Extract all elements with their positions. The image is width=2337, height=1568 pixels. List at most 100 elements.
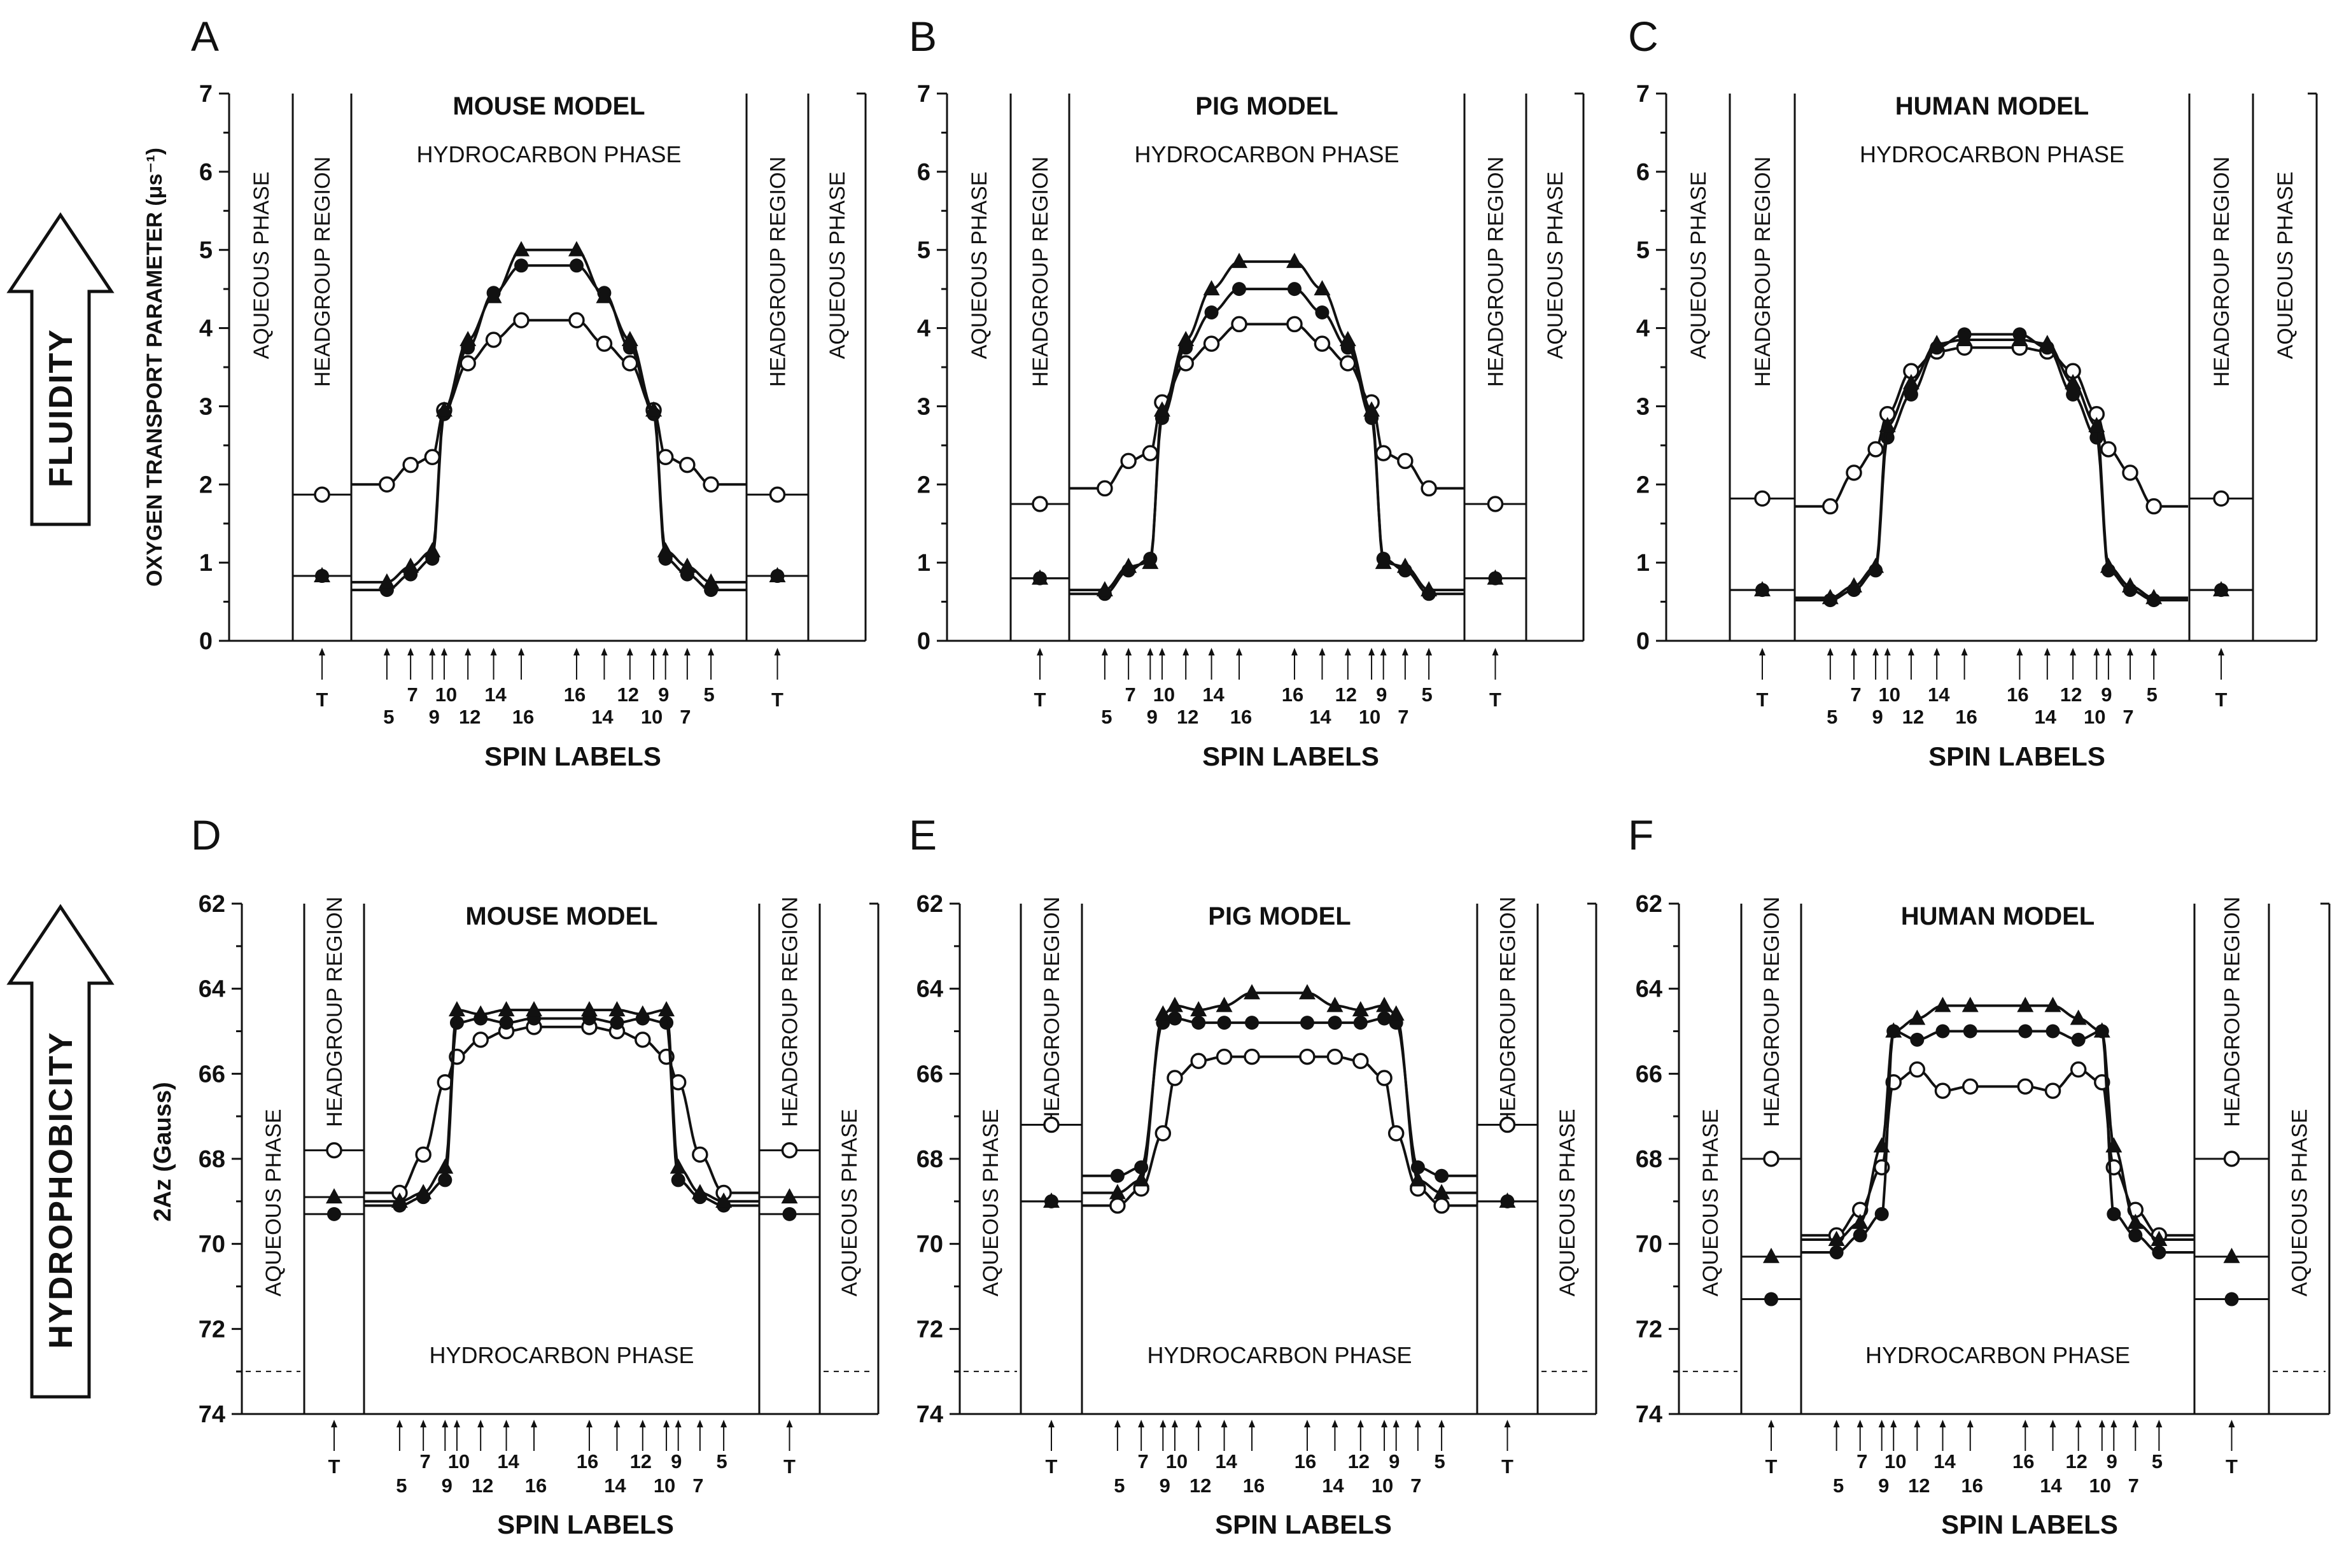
filled-triangle-point (448, 1001, 465, 1017)
y-tick-label: 3 (1636, 393, 1650, 420)
side-arrow-label: HYDROPHOBICITY (43, 1032, 80, 1349)
filled-triangle-point (1499, 1192, 1516, 1208)
arrow-head (331, 1420, 337, 1427)
y-tick-label: 74 (916, 1401, 943, 1428)
spin-label: 14 (1933, 1450, 1956, 1473)
y-axis-label-fluidity: OXYGEN TRANSPORT PARAMETER (μs⁻¹) (143, 148, 167, 587)
spin-label: 14 (484, 683, 507, 706)
y-tick-label: 7 (199, 81, 213, 108)
filled-triangle-point (1763, 1247, 1779, 1263)
filled-triangle-point (472, 1005, 489, 1021)
panel-f: F 62 64 66 68 70 72 74 HUMAN MODEL HYDROCARBON PH… (1628, 811, 2331, 1539)
y-tick-label: 2 (1636, 472, 1650, 498)
arrow-head (2228, 1420, 2235, 1427)
filled-circle-point (610, 1016, 624, 1030)
arrow-head (440, 648, 447, 655)
arrow-head (1319, 648, 1326, 655)
filled-triangle-point (1120, 557, 1137, 573)
open-circle-point (415, 1146, 432, 1163)
y-tick-label: 70 (1636, 1231, 1662, 1258)
arrow-head (1933, 648, 1940, 655)
filled-triangle-point (596, 288, 613, 304)
open-circle-point (2145, 498, 2162, 515)
y-tick-label: 64 (916, 976, 943, 1003)
arrow-head (1878, 1420, 1885, 1427)
spin-label: 16 (1282, 683, 1303, 706)
arrow-head (720, 1420, 727, 1427)
open-circle-point (1109, 1197, 1126, 1214)
arrow-head (490, 648, 497, 655)
filled-circle-point (327, 1207, 341, 1221)
arrow-head (1208, 648, 1215, 655)
filled-triangle-point (2127, 1214, 2144, 1229)
filled-triangle-point (1043, 1192, 1060, 1208)
spin-label: 9 (1160, 1474, 1170, 1497)
spin-label: 16 (1243, 1474, 1265, 1497)
filled-triangle-point (326, 1188, 342, 1204)
aqueous-phase-label: AQUEOUS PHASE (2288, 1109, 2312, 1297)
spin-label: 10 (435, 683, 457, 706)
spin-label: 16 (1961, 1474, 1983, 1497)
open-circle-point (781, 1142, 798, 1159)
open-circle-point (1421, 480, 1437, 497)
filled-circle-point (2071, 1032, 2086, 1047)
spin-label: 14 (604, 1474, 626, 1497)
arrow-head (1368, 648, 1375, 655)
filled-circle-point (569, 258, 584, 273)
y-tick-label: 74 (199, 1401, 225, 1428)
filled-circle-point (1853, 1228, 1867, 1243)
open-circle-point (1032, 496, 1048, 512)
arrow-head (1114, 1420, 1121, 1427)
filled-triangle-point (1851, 1214, 1869, 1229)
spin-label: 7 (1410, 1474, 1421, 1497)
filled-triangle-point (1487, 569, 1504, 585)
open-circle-point (1326, 1048, 1344, 1065)
spin-label: 16 (1230, 706, 1252, 728)
arrow-head (2070, 648, 2077, 655)
y-tick-label: 5 (199, 237, 213, 264)
y-tick-label: 2 (917, 472, 930, 498)
arrow-head (1344, 648, 1351, 655)
arrow-head (1438, 1420, 1445, 1427)
open-circle-point (1487, 496, 1504, 512)
spin-label: 12 (1908, 1474, 1930, 1497)
headgroup-region-label: HEADGROUP REGION (1751, 157, 1775, 387)
filled-triangle-point (1928, 335, 1946, 351)
panel-title: PIG MODEL (1195, 92, 1338, 120)
filled-circle-point (1963, 1024, 1977, 1039)
spin-label: 7 (2128, 1474, 2139, 1497)
filled-circle-point (2128, 1228, 2143, 1243)
spin-label: 10 (654, 1474, 675, 1497)
spin-label-t: T (783, 1455, 796, 1478)
open-circle-point (1352, 1053, 1369, 1070)
filled-circle-point (1328, 1016, 1342, 1030)
fit-curve (351, 264, 747, 592)
filled-triangle-point (608, 1001, 626, 1017)
filled-circle-point (1377, 1011, 1392, 1026)
arrow-head (407, 648, 414, 655)
filled-triangle-point (691, 1184, 708, 1200)
arrow-head (2105, 648, 2112, 655)
filled-triangle-point (391, 1192, 408, 1208)
x-axis-label: SPIN LABELS (1928, 741, 2105, 771)
spin-label: 12 (630, 1450, 652, 1473)
aqueous-phase-label: AQUEOUS PHASE (1687, 172, 1711, 360)
arrow-head (650, 648, 657, 655)
filled-triangle-point (1879, 417, 1896, 433)
spin-label-t: T (1489, 689, 1501, 711)
filled-circle-point (499, 1016, 514, 1030)
open-circle-point (1142, 445, 1159, 461)
open-circle-point (314, 486, 330, 503)
filled-triangle-point (621, 331, 638, 346)
y-axis-label-hydrophobicity: 2Az (Gauss) (150, 1082, 176, 1222)
arrow-head (1393, 1420, 1400, 1427)
y-tick-label: 1 (199, 550, 213, 577)
filled-triangle-point (1203, 280, 1220, 296)
spin-label: 14 (497, 1450, 519, 1473)
arrow-head (774, 648, 781, 655)
filled-triangle-point (460, 331, 477, 346)
open-circle-point (424, 449, 441, 466)
y-tick-label: 72 (916, 1316, 943, 1343)
